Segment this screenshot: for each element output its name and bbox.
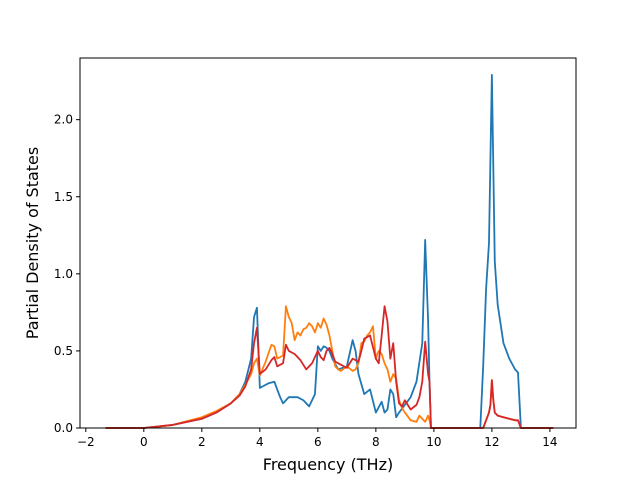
x-tick-label: 8 bbox=[372, 435, 380, 449]
x-tick-label: 2 bbox=[198, 435, 206, 449]
y-tick-label: 0.5 bbox=[54, 344, 73, 358]
y-tick-label: 0.0 bbox=[54, 421, 73, 435]
series-line-3 bbox=[105, 305, 554, 429]
x-tick-label: −2 bbox=[77, 435, 95, 449]
x-tick-label: 0 bbox=[140, 435, 148, 449]
x-tick-label: 4 bbox=[256, 435, 264, 449]
x-tick-label: 6 bbox=[314, 435, 322, 449]
y-axis-label: Partial Density of States bbox=[23, 147, 42, 339]
x-tick-label: 10 bbox=[426, 435, 441, 449]
x-axis-ticks: −2 0 2 4 6 8 10 12 14 bbox=[77, 428, 558, 449]
y-tick-label: 1.0 bbox=[54, 267, 73, 281]
y-axis-ticks: 0.0 0.5 1.0 1.5 2.0 bbox=[54, 113, 80, 435]
plot-frame bbox=[79, 57, 577, 429]
y-tick-label: 2.0 bbox=[54, 113, 73, 127]
x-tick-label: 12 bbox=[484, 435, 499, 449]
y-tick-label: 1.5 bbox=[54, 190, 73, 204]
x-axis-label: Frequency (THz) bbox=[263, 455, 393, 474]
x-tick-label: 14 bbox=[542, 435, 557, 449]
